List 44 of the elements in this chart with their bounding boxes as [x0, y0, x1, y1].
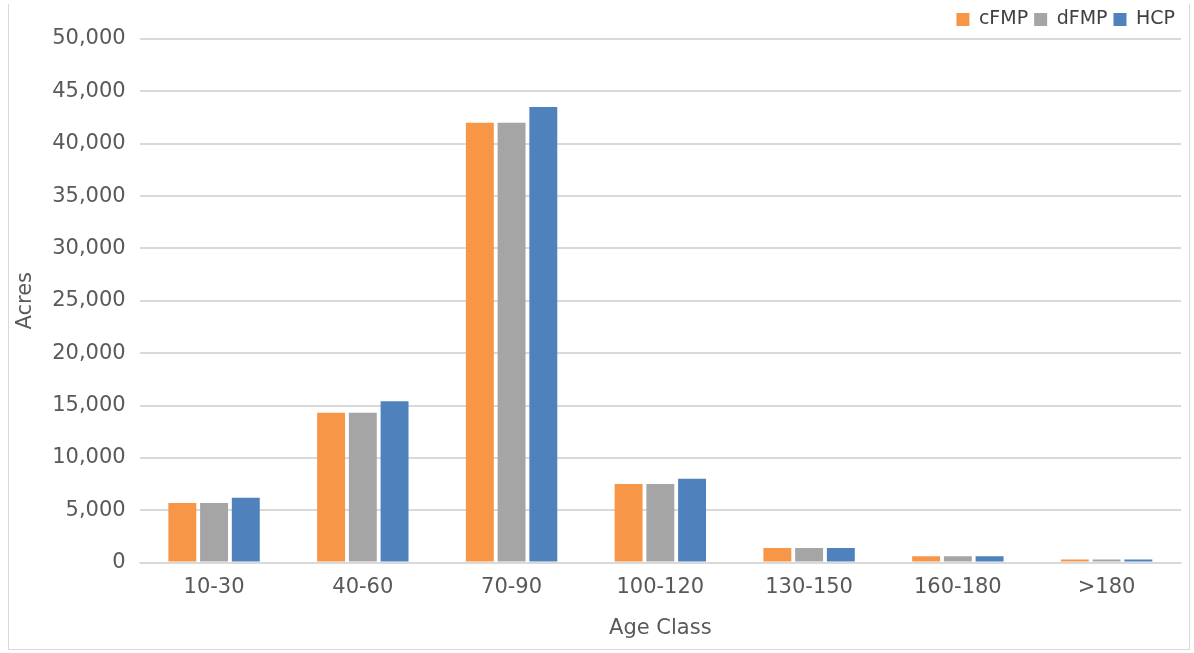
x-tick-label: 40-60	[332, 573, 394, 598]
bar	[231, 497, 260, 562]
y-tick-label: 50,000	[52, 25, 126, 50]
legend-label: dFMP	[1056, 6, 1108, 29]
x-axis-title: Age Class	[609, 614, 712, 639]
x-tick-label: 160-180	[913, 573, 1002, 598]
bar	[1060, 559, 1089, 562]
y-tick-label: 35,000	[52, 182, 126, 207]
legend-label: HCP	[1135, 6, 1175, 29]
bar	[465, 122, 494, 562]
x-tick-label: 100-120	[616, 573, 705, 598]
y-axis-title: Acres	[12, 272, 37, 330]
legend-label: cFMP	[978, 6, 1029, 29]
bar	[614, 484, 643, 562]
bar	[1092, 559, 1121, 562]
y-tick-label: 15,000	[52, 391, 126, 416]
y-tick-label: 10,000	[52, 444, 126, 469]
bar	[795, 547, 824, 562]
bar	[497, 122, 526, 562]
bar	[1124, 559, 1153, 562]
bar	[826, 547, 855, 562]
y-tick-label: 30,000	[52, 234, 126, 259]
x-tick-label: >180	[1077, 573, 1136, 598]
y-tick-label: 20,000	[52, 339, 126, 364]
bar	[317, 412, 346, 562]
y-tick-label: 25,000	[52, 287, 126, 312]
x-tick-label: 130-150	[765, 573, 853, 598]
bar	[348, 412, 377, 562]
bar	[912, 556, 941, 562]
bar	[975, 556, 1004, 562]
x-tick-label: 10-30	[183, 573, 245, 598]
y-tick-label: 40,000	[52, 130, 126, 155]
bar	[646, 484, 675, 562]
y-tick-label: 5,000	[65, 496, 126, 521]
bar	[763, 547, 792, 562]
bar	[200, 502, 229, 562]
bar	[943, 556, 972, 562]
bar	[168, 502, 197, 562]
x-tick-label: 70-90	[481, 573, 543, 598]
bar	[678, 478, 707, 562]
y-tick-label: 45,000	[52, 77, 126, 102]
bar	[380, 401, 409, 562]
y-tick-label: 0	[112, 549, 126, 574]
bar	[529, 107, 558, 562]
